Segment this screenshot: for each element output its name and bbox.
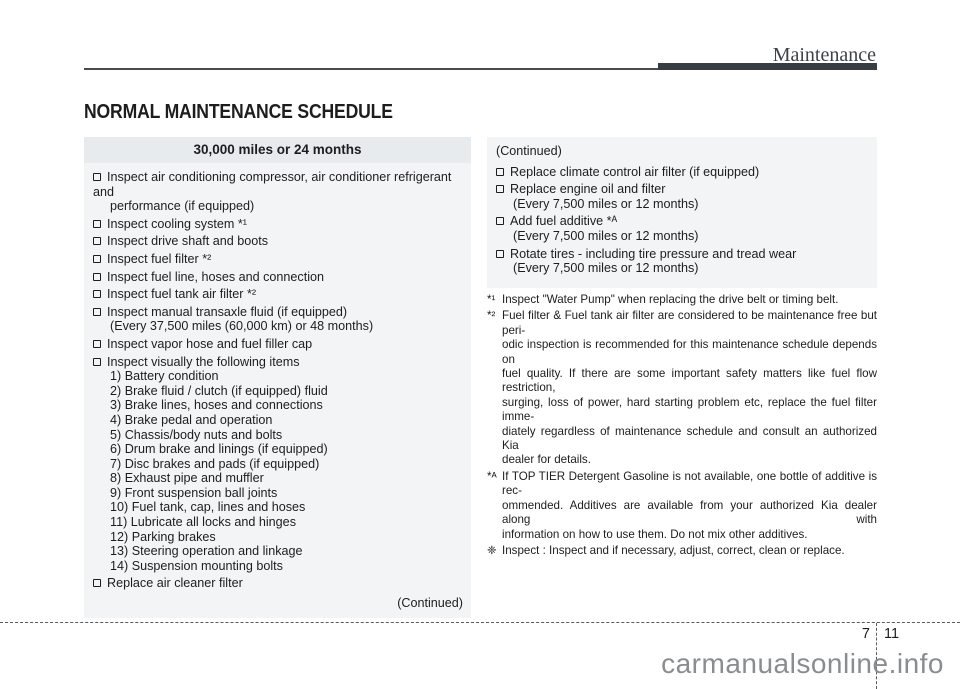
footnote: *¹ Inspect "Water Pump" when replacing th…	[487, 293, 877, 307]
footnote-line: diately regardless of maintenance schedu…	[502, 424, 877, 453]
checkbox-icon	[93, 237, 101, 246]
continued-label: (Continued)	[496, 144, 562, 158]
checkbox-icon	[93, 339, 101, 348]
checklist-item: Inspect air conditioning compressor, air…	[93, 170, 463, 214]
footnote: ❈ Inspect : Inspect and if necessary, adj…	[487, 544, 877, 558]
checklist-item-line: Rotate tires - including tire pressure a…	[496, 247, 868, 262]
footnote: *ᴬ If TOP TIER Detergent Gasoline is not …	[487, 470, 877, 542]
page-number: 11	[884, 626, 900, 642]
checklist-item-subline: 2) Brake fluid / clutch (if equipped) fl…	[110, 383, 328, 398]
checklist-item-subline: 7) Disc brakes and pads (if equipped)	[110, 456, 320, 471]
watermark-text: carmanualsonline.info	[661, 648, 944, 679]
checkbox-icon	[93, 173, 101, 181]
footnote-marker: *¹	[487, 293, 496, 306]
checklist-item: Inspect fuel line, hoses and connection	[93, 270, 463, 285]
checkbox-icon	[496, 185, 504, 194]
checklist-item-subline: 13) Steering operation and linkage	[110, 544, 303, 559]
checkbox-icon	[93, 272, 101, 281]
checklist-item: Add fuel additive *ᴬ (Every 7,500 miles o…	[496, 214, 868, 243]
checklist-item-subline: 5) Chassis/body nuts and bolts	[110, 427, 283, 442]
checklist-item-line: Inspect visually the following items	[93, 355, 463, 370]
checklist-item-subline: (Every 37,500 miles (60,000 km) or 48 mo…	[110, 319, 374, 334]
checklist-item-subline: (Every 7,500 miles or 12 months)	[513, 261, 699, 276]
checkbox-icon	[93, 357, 101, 366]
checklist-item-subline: (Every 7,500 miles or 12 months)	[513, 196, 699, 211]
checklist-item-line: Inspect vapor hose and fuel filler cap	[93, 337, 463, 352]
checklist-item-line: Inspect air conditioning compressor, air…	[93, 170, 452, 199]
page-title: NORMAL MAINTENANCE SCHEDULE	[84, 101, 393, 123]
footnote-line: Fuel filter & Fuel tank air filter are c…	[502, 309, 877, 337]
checklist-item-line: Inspect cooling system *¹	[93, 217, 463, 232]
checkbox-icon	[93, 254, 101, 263]
footnote-line: Inspect : Inspect and if necessary, adju…	[502, 543, 845, 557]
schedule-interval-header: 30,000 miles or 24 months	[84, 137, 471, 163]
checklist-item: Replace engine oil and filter (Every 7,50…	[496, 182, 868, 211]
checklist-item: Inspect fuel filter *²	[93, 252, 463, 267]
header-rule-accent-bar	[658, 63, 877, 70]
checklist-item-subline: (Every 7,500 miles or 12 months)	[513, 228, 699, 243]
checklist-item: Inspect cooling system *¹	[93, 217, 463, 232]
checklist-item-line: Replace engine oil and filter	[496, 182, 868, 197]
checklist-item-line: Inspect fuel line, hoses and connection	[93, 270, 463, 285]
checklist-item-subline: 8) Exhaust pipe and muffler	[110, 471, 264, 486]
footnote-marker: ❈	[487, 543, 497, 557]
footnote-marker: *ᴬ	[487, 469, 497, 483]
checklist-item-subline: 9) Front suspension ball joints	[110, 485, 278, 500]
footnotes-section: *¹ Inspect "Water Pump" when replacing th…	[487, 293, 877, 560]
header-rule	[84, 63, 877, 70]
checklist-item-line: Inspect manual transaxle fluid (if equip…	[93, 305, 463, 320]
checklist-item: Inspect vapor hose and fuel filler cap	[93, 337, 463, 352]
checkbox-icon	[93, 219, 101, 228]
footnote: *² Fuel filter & Fuel tank air filter are…	[487, 309, 877, 467]
maintenance-schedule-table: 30,000 miles or 24 months Inspect air co…	[84, 137, 471, 618]
checkbox-icon	[496, 167, 504, 176]
footnote-line: information on how to use them. Do not m…	[502, 527, 808, 541]
checklist-item: Inspect drive shaft and boots	[93, 234, 463, 249]
schedule-continued-panel: (Continued) Replace climate control air …	[487, 137, 877, 288]
checklist-item-subline: 12) Parking brakes	[110, 529, 216, 544]
footer-crop-line	[0, 622, 960, 623]
checklist-item-line: Replace climate control air filter (if e…	[496, 165, 868, 180]
checkbox-icon	[93, 579, 101, 588]
checklist-item: Rotate tires - including tire pressure a…	[496, 247, 868, 276]
footnote-line: odic inspection is recommended for this …	[502, 338, 877, 366]
checklist-item-subline: 6) Drum brake and linings (if equipped)	[110, 442, 328, 457]
continued-checklist: Replace climate control air filter (if e…	[496, 165, 868, 276]
footnote-line: If TOP TIER Detergent Gasoline is not av…	[502, 469, 877, 498]
checkbox-icon	[93, 307, 101, 316]
checklist-item-subline: 4) Brake pedal and operation	[110, 412, 273, 427]
table-continued-note: (Continued)	[397, 596, 463, 611]
footnote-marker: *²	[487, 309, 496, 323]
footnote-line: surging, loss of power, hard starting pr…	[502, 395, 877, 424]
checklist-item-line: Replace air cleaner filter	[93, 576, 463, 591]
footnote-line: Inspect "Water Pump" when replacing the …	[502, 293, 839, 306]
checklist-item-subline: 10) Fuel tank, cap, lines and hoses	[110, 500, 306, 515]
checklist-item-line: Add fuel additive *ᴬ	[496, 214, 868, 229]
footnote-line: dealer for details.	[502, 453, 591, 467]
chapter-header-title: Maintenance	[772, 44, 876, 66]
schedule-checklist: Inspect air conditioning compressor, air…	[84, 163, 471, 591]
footnote-line: ommended. Additives are available from y…	[502, 498, 877, 527]
checklist-item: Replace climate control air filter (if e…	[496, 165, 868, 180]
checklist-item-line: Inspect fuel tank air filter *²	[93, 287, 463, 302]
checklist-item: Inspect fuel tank air filter *²	[93, 287, 463, 302]
checkbox-icon	[496, 249, 504, 258]
checklist-item-line: Inspect fuel filter *²	[93, 252, 463, 267]
checklist-item-subline: 11) Lubricate all locks and hinges	[110, 515, 296, 530]
checklist-item-subline: 3) Brake lines, hoses and connections	[110, 398, 323, 413]
checkbox-icon	[93, 290, 101, 299]
checkbox-icon	[496, 217, 504, 226]
chapter-number: 7	[861, 626, 870, 642]
checklist-item-subline: 1) Battery condition	[110, 369, 219, 384]
checklist-item: Replace air cleaner filter	[93, 576, 463, 591]
checklist-item: Inspect manual transaxle fluid (if equip…	[93, 305, 463, 334]
checklist-item: Inspect visually the following items 1) B…	[93, 355, 463, 574]
footnote-line: fuel quality. If there are some importan…	[502, 367, 877, 395]
checklist-item-line: Inspect drive shaft and boots	[93, 234, 463, 249]
checklist-item-subline: 14) Suspension mounting bolts	[110, 558, 283, 573]
checklist-item-subline: performance (if equipped)	[110, 199, 255, 214]
footer-crop-line-vertical	[876, 623, 877, 689]
